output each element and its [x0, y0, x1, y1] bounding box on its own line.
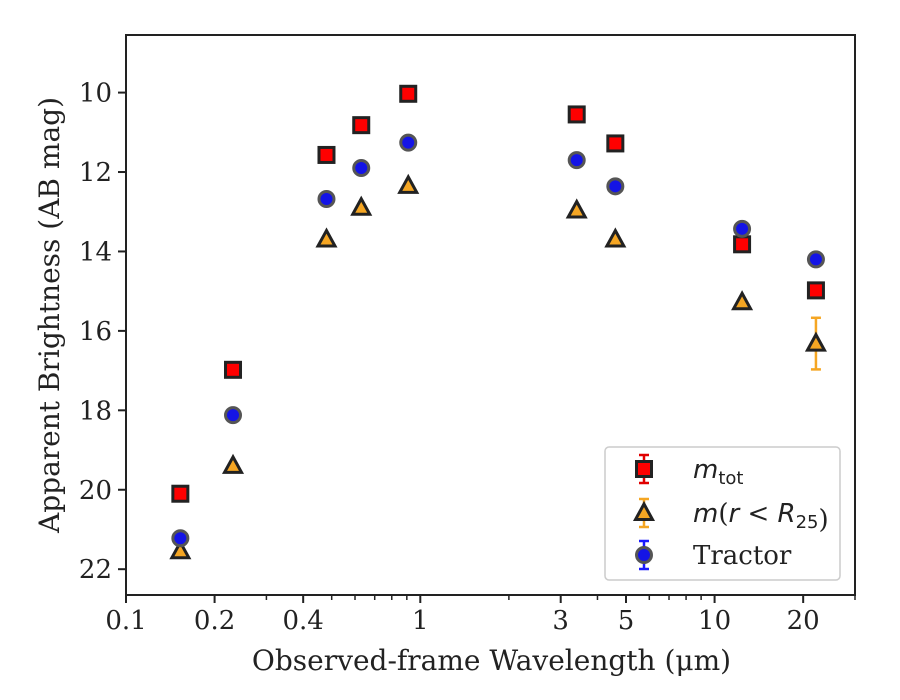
legend-box	[604, 446, 841, 581]
y-tick-label: 10	[79, 79, 112, 109]
legend-label: Tractor	[693, 541, 792, 571]
data-point-circle	[224, 406, 243, 425]
data-point-triangle	[221, 453, 245, 474]
data-point-triangle	[350, 195, 373, 216]
series-circle	[171, 133, 825, 548]
data-point-square	[567, 105, 586, 124]
data-point-square	[606, 134, 625, 153]
data-point-circle	[399, 133, 418, 152]
x-tick-label: 3	[552, 606, 569, 636]
data-point-circle	[317, 190, 336, 209]
x-axis-label: Observed-frame Wavelength (μm)	[252, 644, 731, 677]
data-point-circle	[733, 219, 752, 238]
x-tick-label: 1	[412, 606, 429, 636]
series-triangle	[169, 173, 827, 560]
legend-label: mtot	[693, 455, 743, 489]
legend-marker-triangle	[632, 500, 656, 521]
legend-marker-circle	[635, 546, 653, 564]
data-point-circle	[806, 250, 825, 269]
data-point-square	[171, 484, 190, 503]
data-point-square	[317, 145, 336, 164]
data-point-square	[733, 235, 752, 254]
x-tick-label: 5	[618, 606, 635, 636]
data-point-square	[399, 84, 418, 103]
x-tick-label: 0.1	[105, 606, 146, 636]
x-tick-label: 10	[698, 606, 731, 636]
data-point-triangle	[731, 290, 754, 311]
data-point-triangle	[397, 173, 420, 194]
plot-frame	[125, 34, 856, 596]
y-tick-label: 12	[79, 158, 112, 188]
data-point-circle	[171, 529, 190, 548]
axes: 0.1 0.2 0.4 1 3 5 10 20 10 12 14 16 18 20 22 Observed-f…	[33, 34, 856, 677]
data-point-triangle	[804, 331, 827, 352]
series-square	[171, 84, 825, 503]
y-tick-label: 16	[79, 317, 112, 347]
x-tick-label: 0.2	[194, 606, 235, 636]
legend-entry: m(r < R25)	[632, 497, 829, 535]
legend: mtot m(r < R25) Tractor	[604, 446, 841, 581]
x-tick-label: 0.4	[283, 606, 324, 636]
data-point-triangle	[169, 539, 192, 560]
legend-marker-square	[635, 460, 653, 478]
x-tick-label: 20	[787, 606, 820, 636]
plot-area	[169, 84, 827, 560]
data-point-circle	[352, 159, 371, 178]
y-tick-label: 18	[79, 396, 112, 426]
data-point-triangle	[565, 198, 588, 219]
data-point-triangle	[604, 227, 627, 248]
y-axis-label: Apparent Brightness (AB mag)	[33, 97, 66, 534]
legend-entry: Tractor	[635, 539, 792, 571]
data-point-circle	[567, 151, 586, 170]
y-tick-label: 22	[79, 555, 112, 585]
data-point-triangle	[315, 227, 338, 248]
legend-entry: mtot	[635, 453, 743, 489]
y-tick-label: 14	[79, 237, 112, 267]
data-point-square	[224, 360, 243, 379]
y-tick-label: 20	[79, 476, 112, 506]
legend-label: m(r < R25)	[693, 499, 829, 535]
data-point-circle	[606, 177, 625, 196]
data-point-square	[352, 116, 371, 135]
data-point-square	[806, 281, 825, 300]
